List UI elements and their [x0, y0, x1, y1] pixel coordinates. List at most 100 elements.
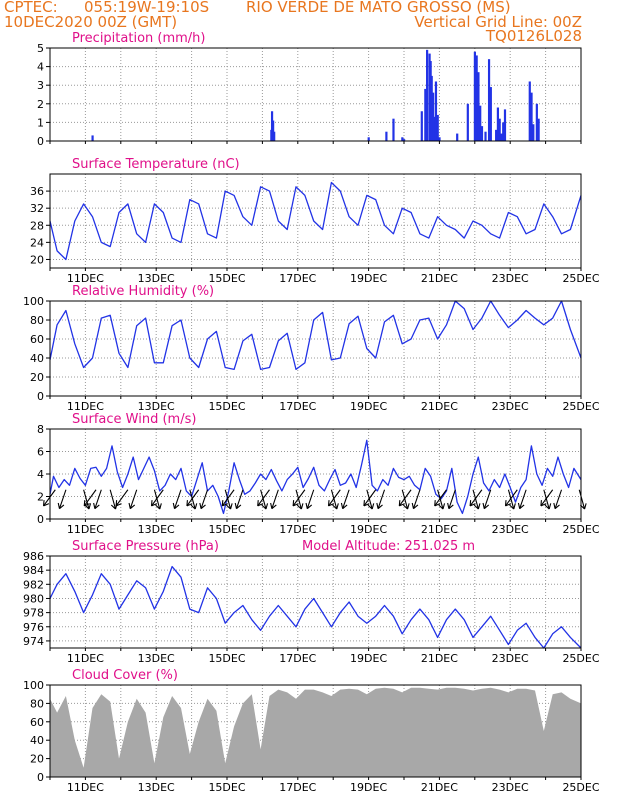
wind-arrow — [305, 489, 315, 510]
wind-arrow — [186, 489, 200, 507]
y-tick-label: 100 — [23, 295, 44, 308]
wind-arrow-shaft — [83, 489, 97, 507]
wind-arrow-head — [540, 500, 547, 507]
wind-arrow-head — [553, 502, 560, 510]
y-tick-label: 24 — [30, 236, 44, 249]
wind-arrow-shaft — [505, 489, 518, 507]
precip-bar — [403, 139, 406, 141]
wind-arrow-shaft — [186, 489, 200, 507]
wind-arrow — [340, 489, 350, 510]
wind-arrow — [327, 489, 341, 507]
y-tick-label: 80 — [30, 697, 44, 710]
precip-bar — [477, 72, 480, 141]
wind-arrow-head — [93, 502, 100, 510]
wind-arrow — [234, 489, 244, 510]
y-tick-label: 100 — [23, 679, 44, 692]
wind-arrow — [109, 489, 118, 510]
wind-arrow-shaft — [578, 489, 586, 510]
series-line — [49, 565, 582, 649]
wind-arrow-head — [186, 500, 193, 507]
wind-arrow-head — [544, 503, 552, 510]
x-tick-label: 11DEC — [67, 272, 104, 285]
wind-arrow — [260, 489, 269, 510]
precip-bar — [480, 126, 484, 141]
x-tick-label: 21DEC — [421, 272, 458, 285]
header-init-time: 10DEC2020 00Z (GMT) — [4, 13, 178, 31]
x-tick-label: 23DEC — [492, 272, 529, 285]
wind-arrow — [128, 489, 138, 510]
y-tick-label: 20 — [30, 371, 44, 384]
x-tick-label: 11DEC — [67, 400, 104, 413]
x-tick-label: 21DEC — [421, 781, 458, 794]
wind-arrow — [330, 489, 339, 510]
precip-bar — [489, 87, 492, 141]
y-tick-label: 0 — [37, 135, 44, 148]
panel-title: Surface Pressure (hPa) — [72, 539, 219, 554]
wind-arrow-shaft — [292, 489, 306, 507]
precip-bar — [487, 59, 491, 141]
precip-bar — [420, 111, 423, 141]
wind-arrow-head — [363, 500, 370, 507]
wind-arrow-head — [340, 502, 348, 510]
wind-arrow-head — [199, 502, 206, 510]
x-tick-label: 15DEC — [208, 652, 245, 665]
wind-arrow-head — [398, 500, 405, 507]
y-tick-label: 0 — [37, 390, 44, 403]
wind-arrow-shaft — [200, 489, 209, 509]
precip-bar — [273, 131, 276, 141]
wind-arrow-shaft — [151, 489, 164, 507]
panel-6: 0 20 40 60 80 100 11DEC 13DEC 15DEC 17DEC 19DEC 21D… — [23, 668, 600, 794]
y-tick-label: 20 — [30, 253, 44, 266]
x-tick-label: 23DEC — [492, 523, 529, 536]
wind-arrow — [153, 489, 162, 510]
y-tick-label: 1 — [37, 116, 44, 129]
x-tick-label: 19DEC — [350, 652, 387, 665]
precip-bar — [434, 81, 438, 141]
y-tick-label: 20 — [30, 753, 44, 766]
y-tick-label: 976 — [23, 621, 44, 634]
x-tick-label: 19DEC — [350, 523, 387, 536]
wind-arrow — [93, 489, 102, 510]
x-tick-label: 13DEC — [138, 523, 175, 536]
wind-arrow — [437, 489, 446, 510]
x-tick-label: 17DEC — [279, 400, 316, 413]
x-tick-label: 13DEC — [138, 272, 175, 285]
wind-arrow — [366, 489, 375, 510]
wind-arrow — [295, 489, 304, 510]
x-tick-label: 19DEC — [350, 272, 387, 285]
x-tick-label: 13DEC — [138, 400, 175, 413]
x-tick-label: 15DEC — [208, 523, 245, 536]
wind-arrow-shaft — [540, 489, 554, 507]
precip-bar — [503, 109, 507, 141]
wind-arrow-head — [57, 502, 65, 510]
wind-arrow-shaft — [328, 489, 341, 507]
wind-arrow-shaft — [115, 489, 129, 507]
x-tick-label: 13DEC — [138, 652, 175, 665]
wind-arrow-head — [42, 500, 50, 507]
wind-arrow-shaft — [543, 489, 550, 510]
precip-bar — [466, 103, 469, 141]
wind-arrow-shaft — [189, 489, 196, 510]
x-tick-label: 25DEC — [562, 400, 599, 413]
cloud-cover-area — [50, 687, 581, 777]
y-tick-label: 2 — [37, 98, 44, 111]
wind-arrow — [434, 489, 447, 507]
wind-arrow-head — [402, 503, 410, 510]
precip-bar — [530, 92, 533, 141]
x-tick-label: 13DEC — [138, 781, 175, 794]
x-tick-label: 15DEC — [208, 272, 245, 285]
wind-arrow-head — [434, 500, 441, 507]
precip-bar — [479, 105, 482, 141]
precip-bar — [430, 75, 433, 141]
wind-arrow-shaft — [401, 489, 409, 510]
wind-arrow-head — [438, 503, 446, 510]
wind-arrow — [270, 489, 279, 510]
wind-arrow — [469, 489, 483, 507]
precip-bar — [484, 131, 487, 141]
panel-title: Surface Temperature (nC) — [72, 157, 240, 172]
wind-arrow — [57, 489, 67, 510]
y-tick-label: 974 — [23, 635, 44, 648]
wind-arrow-shaft — [507, 489, 515, 510]
y-tick-label: 2 — [37, 491, 44, 504]
y-tick-label: 3 — [37, 79, 44, 92]
